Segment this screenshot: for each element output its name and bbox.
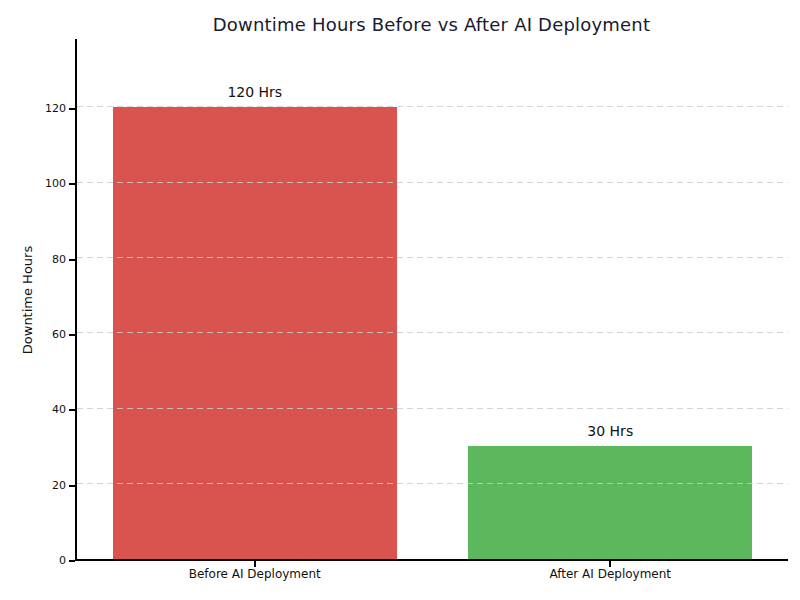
bar-2 [468, 446, 752, 559]
y-tick-mark [69, 409, 75, 411]
y-tick-mark [69, 334, 75, 336]
gridline [77, 257, 788, 258]
gridline [77, 106, 788, 107]
plot-area: 120 Hrs 30 Hrs [75, 39, 788, 561]
y-tick-label: 80 [0, 253, 66, 266]
y-tick-label: 40 [0, 403, 66, 416]
gridline [77, 408, 788, 409]
bar-value-label: 120 Hrs [227, 84, 282, 100]
y-tick-mark [69, 560, 75, 562]
y-tick-label: 20 [0, 479, 66, 492]
y-tick-label: 60 [0, 328, 66, 341]
bar-chart-figure: Downtime Hours Before vs After AI Deploy… [0, 0, 800, 600]
y-tick-mark [69, 485, 75, 487]
x-tick-label: After AI Deployment [549, 567, 671, 581]
bar-value-label: 30 Hrs [587, 423, 633, 439]
y-tick-mark [69, 259, 75, 261]
y-tick-label: 120 [0, 102, 66, 115]
y-tick-mark [69, 108, 75, 110]
y-tick-mark [69, 183, 75, 185]
gridline [77, 332, 788, 333]
y-tick-label: 0 [0, 554, 66, 567]
gridline [77, 483, 788, 484]
x-tick-label: Before AI Deployment [189, 567, 321, 581]
gridline [77, 182, 788, 183]
chart-title: Downtime Hours Before vs After AI Deploy… [75, 14, 788, 35]
y-tick-label: 100 [0, 177, 66, 190]
